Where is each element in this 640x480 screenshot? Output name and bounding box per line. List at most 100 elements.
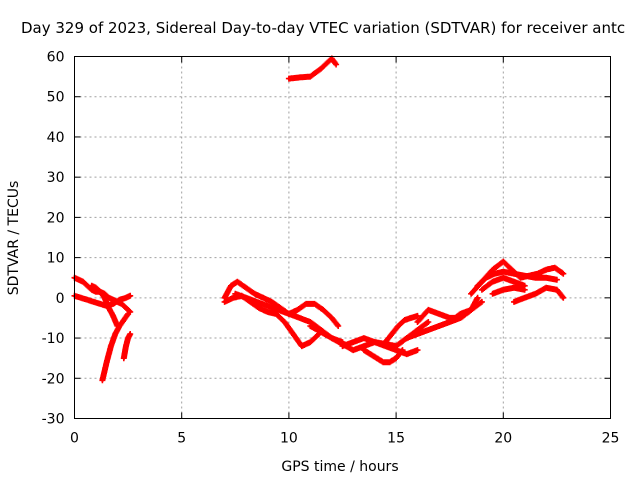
series-track-20 <box>489 284 528 297</box>
data-point <box>283 320 287 324</box>
series-track-5 <box>120 331 134 362</box>
series-track-12 <box>382 312 421 346</box>
data-point <box>533 276 537 280</box>
x-tick-label: 15 <box>387 431 405 447</box>
data-point <box>403 318 407 322</box>
data-point <box>98 290 102 294</box>
data-point <box>536 272 540 276</box>
y-tick-label: 60 <box>47 50 65 66</box>
data-point <box>330 57 334 61</box>
data-point <box>553 266 557 270</box>
data-point <box>128 294 132 298</box>
data-point <box>92 300 96 304</box>
data-point <box>128 310 132 314</box>
data-point <box>244 286 248 290</box>
data-point <box>334 63 338 67</box>
data-point <box>544 276 548 280</box>
data-point <box>381 360 385 364</box>
data-point <box>103 296 107 300</box>
series-track-4 <box>99 310 132 384</box>
series-track-6 <box>221 278 342 329</box>
data-point <box>491 268 495 272</box>
data-point <box>416 332 420 336</box>
data-point <box>416 348 420 352</box>
data-point <box>375 356 379 360</box>
data-point <box>396 324 400 328</box>
data-point <box>394 356 398 360</box>
data-point <box>533 292 537 296</box>
data-point <box>469 308 473 312</box>
data-point <box>81 280 85 284</box>
data-point <box>85 284 89 288</box>
data-point <box>105 360 109 364</box>
data-point <box>373 340 377 344</box>
data-point <box>405 336 409 340</box>
data-point <box>484 276 488 280</box>
data-point <box>362 348 366 352</box>
y-tick-label: 0 <box>56 291 65 307</box>
y-tick-label: -30 <box>42 412 65 428</box>
data-point <box>544 268 548 272</box>
data-point <box>79 296 83 300</box>
series-track-19 <box>511 284 567 305</box>
data-point <box>336 324 340 328</box>
data-point <box>523 274 527 278</box>
data-point <box>512 300 516 304</box>
data-point <box>555 278 559 282</box>
data-point <box>362 344 366 348</box>
data-point <box>300 344 304 348</box>
data-point <box>90 284 94 288</box>
y-tick-label: -20 <box>42 371 65 387</box>
data-point <box>265 310 269 314</box>
data-point <box>287 77 291 81</box>
data-point <box>124 296 128 300</box>
data-point <box>257 306 261 310</box>
data-point <box>118 298 122 302</box>
data-point <box>416 314 420 318</box>
data-point <box>416 320 420 324</box>
data-point <box>229 284 233 288</box>
series-markers <box>436 306 475 329</box>
axis-ticks: 0 5 10 15 20 25 -30 -20 -10 0 10 20 30 40 50 60 <box>42 50 620 447</box>
data-point <box>501 270 505 274</box>
series-track-17 <box>474 268 560 289</box>
data-point <box>341 344 344 348</box>
data-point <box>512 280 516 284</box>
y-tick-label: 30 <box>47 170 65 186</box>
data-point <box>122 356 126 360</box>
data-point <box>426 320 430 324</box>
x-tick-label: 10 <box>280 431 298 447</box>
data-point <box>501 260 505 264</box>
data-point <box>409 316 413 320</box>
data-point <box>383 340 387 344</box>
data-point <box>113 332 117 336</box>
data-point <box>390 332 394 336</box>
data-point <box>476 296 480 300</box>
data-point <box>383 344 387 348</box>
data-point <box>77 278 81 282</box>
grid <box>74 56 611 419</box>
data-point <box>304 302 308 306</box>
data-point <box>270 300 274 304</box>
data-point <box>111 302 115 306</box>
series-track-15 <box>436 306 475 329</box>
data-point <box>555 288 559 292</box>
data-point <box>308 75 312 79</box>
data-point <box>319 67 323 71</box>
data-point <box>295 308 299 312</box>
data-point <box>98 302 102 306</box>
data-point <box>544 286 548 290</box>
data-point <box>94 286 98 290</box>
data-point <box>276 308 280 312</box>
data-point <box>298 316 302 320</box>
y-tick-label: 50 <box>47 90 65 106</box>
data-point <box>253 292 257 296</box>
data-point <box>109 344 113 348</box>
x-tick-label: 20 <box>494 431 512 447</box>
x-axis-label: GPS time / hours <box>281 459 398 475</box>
data-point <box>321 308 325 312</box>
data-point <box>325 61 329 65</box>
data-point <box>118 324 122 328</box>
data-point <box>308 340 312 344</box>
